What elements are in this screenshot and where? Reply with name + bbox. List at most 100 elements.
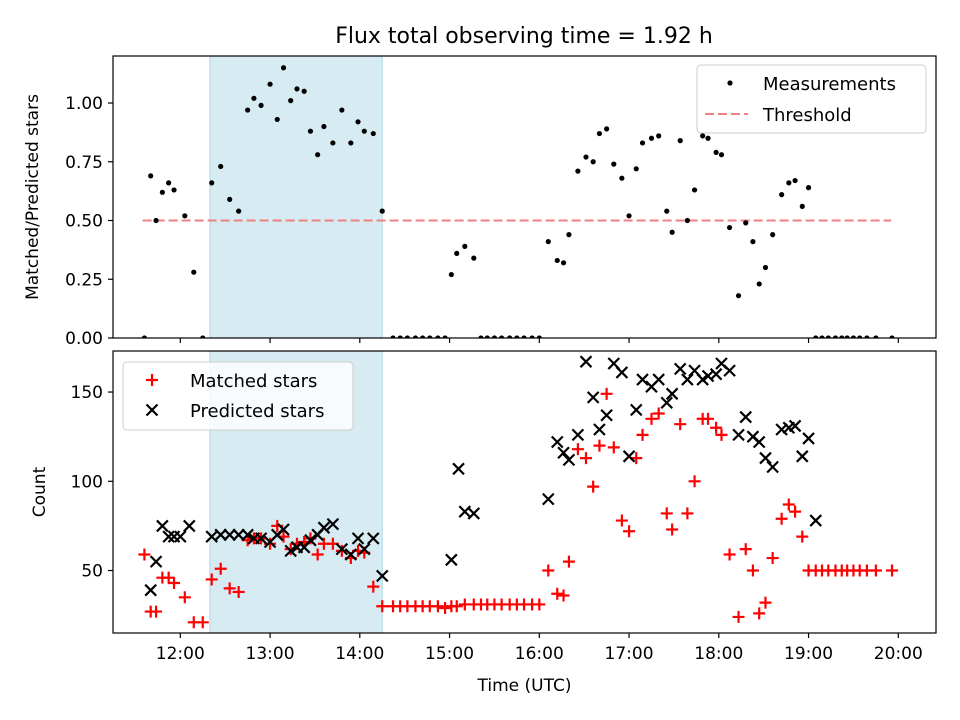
measurement-point	[799, 203, 805, 209]
measurement-point	[583, 154, 589, 160]
predicted-star-point	[366, 532, 380, 545]
measurement-point	[427, 335, 433, 338]
matched-star-point	[571, 443, 584, 456]
measurement-point	[462, 243, 468, 249]
measurement-point	[626, 213, 632, 219]
top-panel: 0.00 0.25 0.50 0.75 1.00 Matched/Predicted st…	[23, 55, 937, 349]
measurement-point	[825, 335, 831, 338]
x-axis-label: Time (UTC)	[477, 676, 572, 696]
matched-star-point	[587, 480, 600, 493]
x-tick-label: 13:00	[246, 644, 295, 664]
predicted-star-point	[723, 364, 736, 377]
measurement-point	[864, 335, 870, 338]
measurement-point	[735, 293, 742, 299]
measurement-point	[339, 107, 345, 113]
measurement-point	[442, 335, 448, 338]
measurement-point	[484, 335, 490, 338]
measurement-point	[664, 208, 670, 214]
chart-title: Flux total observing time = 1.92 h	[335, 24, 713, 49]
measurement-point	[280, 65, 287, 71]
matched-star-point	[205, 573, 218, 586]
predicted-star-point	[665, 387, 679, 401]
plot-area	[141, 65, 895, 338]
matched-star-point	[789, 505, 802, 518]
measurement-point	[554, 257, 560, 264]
measurement-point	[236, 208, 242, 214]
measurement-point	[141, 335, 148, 338]
measurement-point	[159, 189, 165, 195]
measurement-point	[718, 152, 725, 158]
predicted-star-point	[156, 519, 169, 533]
matched-star-point	[196, 616, 209, 629]
predicted-star-point	[809, 514, 823, 527]
matched-star-point	[666, 523, 679, 536]
measurement-point	[779, 192, 785, 198]
matched-star-point	[138, 548, 151, 561]
plot-area	[138, 355, 899, 629]
matched-star-point	[710, 421, 723, 434]
measurement-point	[813, 335, 819, 338]
measurement-point	[404, 335, 410, 338]
measurement-point	[604, 126, 610, 132]
matched-star-point	[886, 564, 899, 577]
measurement-point	[471, 255, 477, 261]
measurement-point	[227, 196, 233, 202]
measurement-point	[889, 335, 895, 338]
matched-star-point	[723, 548, 736, 561]
legend-measurement-marker	[727, 80, 733, 86]
measurement-point	[521, 335, 527, 338]
measurement-point	[148, 173, 154, 179]
measurement-point	[566, 232, 572, 238]
measurement-point	[514, 335, 520, 338]
matched-star-point	[162, 571, 175, 584]
matched-star-point	[450, 600, 463, 613]
measurement-point	[590, 159, 596, 165]
predicted-star-point	[467, 507, 481, 520]
matched-star-point	[636, 428, 649, 441]
matched-star-point	[674, 418, 687, 431]
y-tick-label: 100	[71, 472, 103, 492]
legend-predicted-marker	[145, 403, 159, 417]
measurement-point	[700, 133, 706, 139]
x-tick-label: 14:00	[335, 644, 384, 664]
y-tick-label: 1.00	[65, 94, 103, 114]
predicted-star-point	[766, 460, 779, 474]
measurement-point	[321, 123, 327, 130]
matched-star-point	[593, 439, 606, 452]
measurement-point	[656, 133, 662, 139]
measurement-point	[171, 187, 177, 193]
matched-star-point	[178, 591, 191, 604]
predicted-star-point	[571, 428, 585, 442]
matched-star-point	[775, 512, 788, 525]
matched-star-point	[367, 580, 380, 593]
measurement-point	[873, 335, 879, 338]
predicted-star-point	[579, 355, 593, 368]
y-tick-label: 0.00	[65, 329, 103, 349]
predicted-star-point	[144, 583, 157, 597]
measurement-point	[274, 116, 280, 123]
matched-star-point	[579, 452, 592, 465]
measurement-point	[786, 180, 792, 186]
y-axis-label: Count	[30, 466, 50, 517]
measurement-point	[397, 335, 403, 338]
predicted-star-point	[183, 519, 196, 533]
measurement-point	[307, 128, 314, 134]
measurement-point	[454, 250, 460, 256]
measurement-point	[209, 180, 215, 186]
predicted-star-point	[326, 517, 340, 531]
matched-star-point	[652, 407, 665, 420]
measurement-point	[200, 335, 206, 338]
matched-star-point	[660, 507, 673, 520]
matched-star-point	[732, 610, 745, 623]
predicted-star-point	[284, 544, 297, 558]
predicted-star-point	[149, 555, 163, 568]
measurement-point	[361, 128, 367, 134]
matched-star-point	[766, 552, 779, 565]
measurement-point	[857, 335, 863, 338]
measurement-point	[499, 335, 505, 338]
measurement-point	[545, 239, 551, 245]
predicted-star-point	[802, 432, 815, 445]
axes-frame	[112, 55, 937, 339]
measurement-point	[832, 335, 839, 338]
legend-label: Matched stars	[190, 371, 317, 392]
